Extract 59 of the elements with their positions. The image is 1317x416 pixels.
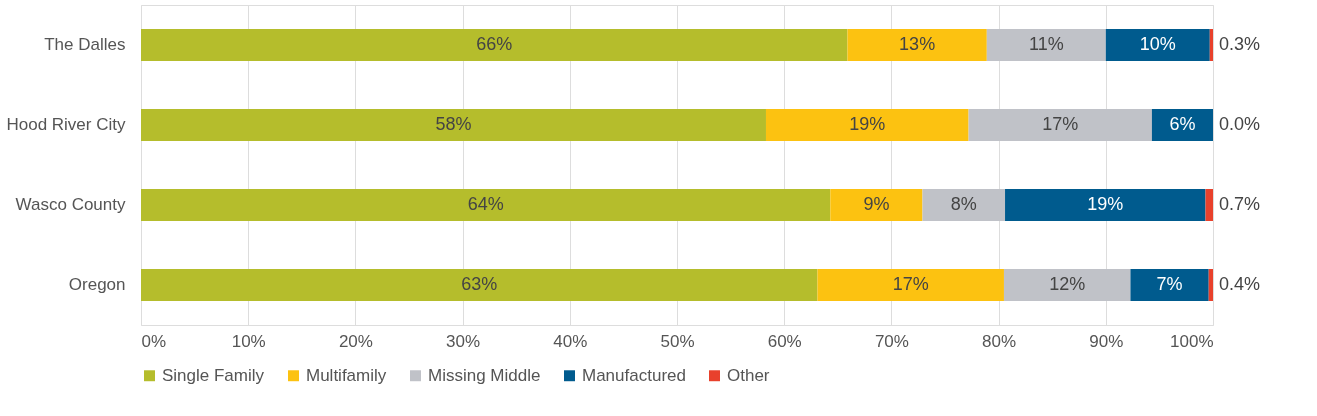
legend-label: Other [727, 365, 770, 385]
bar [847, 29, 987, 61]
data-label: 12% [1049, 274, 1086, 294]
y-tick-label: Hood River City [6, 115, 126, 134]
legend-label: Missing Middle [428, 365, 541, 385]
legend-label: Multifamily [306, 365, 387, 385]
data-label: 0.7% [1219, 194, 1261, 214]
data-label: 7% [1156, 274, 1183, 294]
data-label: 64% [467, 194, 504, 214]
x-tick-label: 50% [660, 331, 695, 351]
x-tick-label: 20% [338, 331, 373, 351]
x-tick-label: 80% [982, 331, 1017, 351]
bar [141, 109, 766, 141]
bar [1209, 29, 1213, 61]
data-label: 19% [1087, 194, 1124, 214]
bar [922, 189, 1006, 221]
bar [1003, 269, 1131, 301]
bar [1105, 29, 1210, 61]
x-tick-label: 70% [874, 331, 909, 351]
legend-label: Single Family [162, 365, 265, 385]
legend-label: Manufactured [582, 365, 686, 385]
y-tick-label: The Dalles [44, 35, 126, 54]
data-label: 0.4% [1219, 274, 1261, 294]
data-label: 6% [1169, 114, 1196, 134]
data-label: 9% [863, 194, 890, 214]
bar [817, 269, 1004, 301]
bar [968, 109, 1152, 141]
x-tick-label: 40% [553, 331, 588, 351]
data-label: 13% [899, 34, 936, 54]
bar [141, 189, 831, 221]
bar [1130, 269, 1209, 301]
x-tick-label: 60% [767, 331, 802, 351]
data-label: 58% [435, 114, 472, 134]
data-label: 0.0% [1219, 114, 1261, 134]
data-label: 66% [476, 34, 513, 54]
bar [1205, 189, 1213, 221]
x-tick-label: 30% [446, 331, 481, 351]
data-label: 17% [892, 274, 929, 294]
bar [830, 189, 923, 221]
data-label: 11% [1028, 34, 1064, 54]
data-label: 17% [1042, 114, 1079, 134]
bar [765, 109, 969, 141]
data-label: 10% [1139, 34, 1176, 54]
data-label: 19% [849, 114, 886, 134]
x-tick-label: 90% [1089, 331, 1124, 351]
bar [141, 29, 848, 61]
bar [1151, 109, 1213, 141]
y-tick-label: Oregon [68, 275, 126, 294]
x-tick-label: 10% [231, 331, 266, 351]
y-tick-label: Wasco County [15, 195, 126, 214]
data-label: 0.3% [1219, 34, 1261, 54]
bar [1005, 189, 1206, 221]
bar [1208, 269, 1213, 301]
x-tick-label: 100% [1170, 331, 1214, 351]
bar [986, 29, 1106, 61]
bar [141, 269, 818, 301]
x-tick-label: 0% [141, 331, 167, 351]
data-label: 63% [461, 274, 498, 294]
data-label: 8% [950, 194, 977, 214]
